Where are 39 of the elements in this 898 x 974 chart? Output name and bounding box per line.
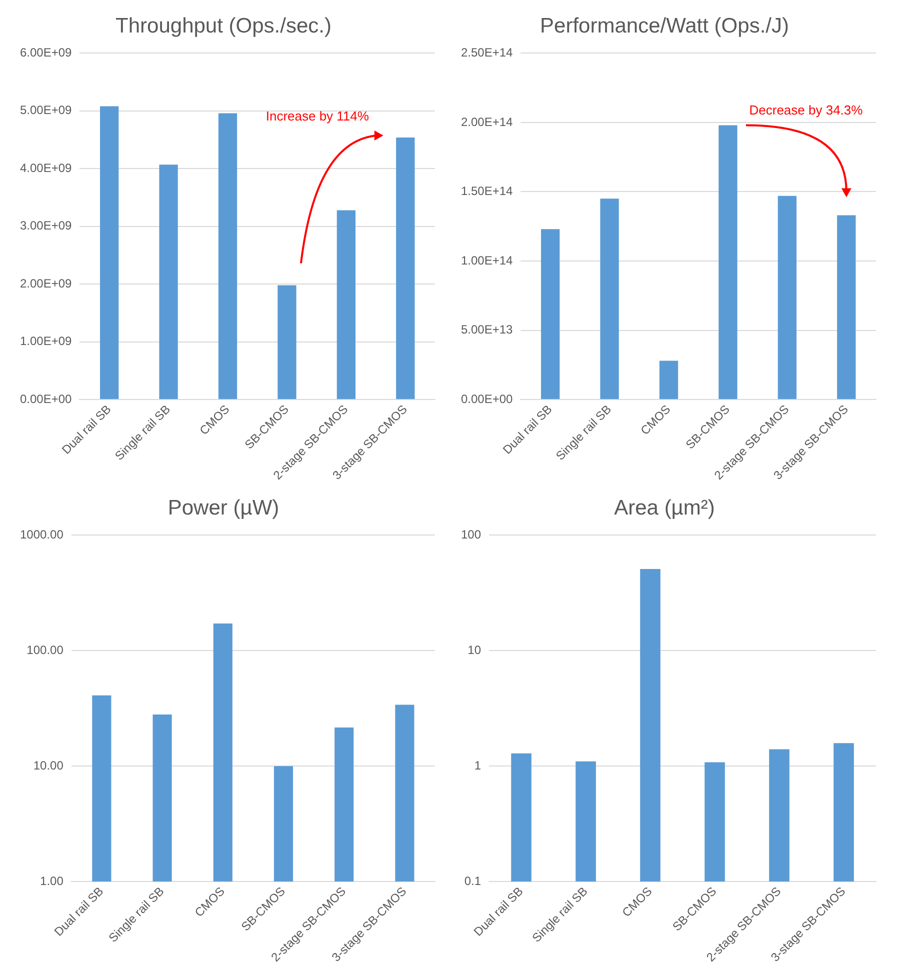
y-tick-label: 6.00E+09 [20,46,72,60]
y-tick-label: 0.00E+00 [20,392,72,406]
y-tick-label: 1.00E+09 [20,334,72,348]
y-tick-label: 1 [474,758,482,772]
y-tick-label: 100 [460,528,482,542]
y-tick-label: 2.00E+09 [20,276,72,290]
y-tick-label: 1.00E+14 [460,253,514,268]
bar [778,196,797,400]
y-tick-label: 1.00 [40,874,64,888]
chart-title: Throughput (Ops./sec.) [116,14,332,38]
y-tick-label: 5.00E+13 [460,322,514,337]
y-tick-label: 10 [468,642,482,657]
y-tick-label: 3.00E+09 [20,218,72,233]
y-tick-label: 0.1 [464,874,482,888]
bar [659,360,678,400]
bar [396,137,415,400]
bar [837,215,856,400]
bar [278,285,296,400]
bar [218,113,238,400]
y-tick-label: 10.00 [33,758,64,772]
y-tick-label: 100.00 [26,642,64,657]
y-tick-label: 2.50E+14 [460,46,514,60]
y-tick-label: 4.00E+09 [20,160,72,175]
bar [100,106,119,400]
y-tick-label: 0.00E+00 [460,392,514,406]
bar [159,164,178,400]
annotation: Increase by 114% [266,108,370,124]
chart-title: Area (µm²) [614,496,715,520]
y-tick-label: 1000.00 [20,528,64,542]
bar [336,210,356,400]
chart-title: Power (µW) [168,496,280,520]
chart-title: Performance/Watt (Ops./J) [540,14,789,38]
bar [718,125,738,400]
y-tick-label: 1.50E+14 [460,184,514,198]
bar [540,229,560,400]
y-tick-label: 5.00E+09 [20,103,72,118]
y-tick-label: 2.00E+14 [460,114,514,129]
bar [600,198,619,400]
annotation: Decrease by 34.3% [749,102,864,118]
